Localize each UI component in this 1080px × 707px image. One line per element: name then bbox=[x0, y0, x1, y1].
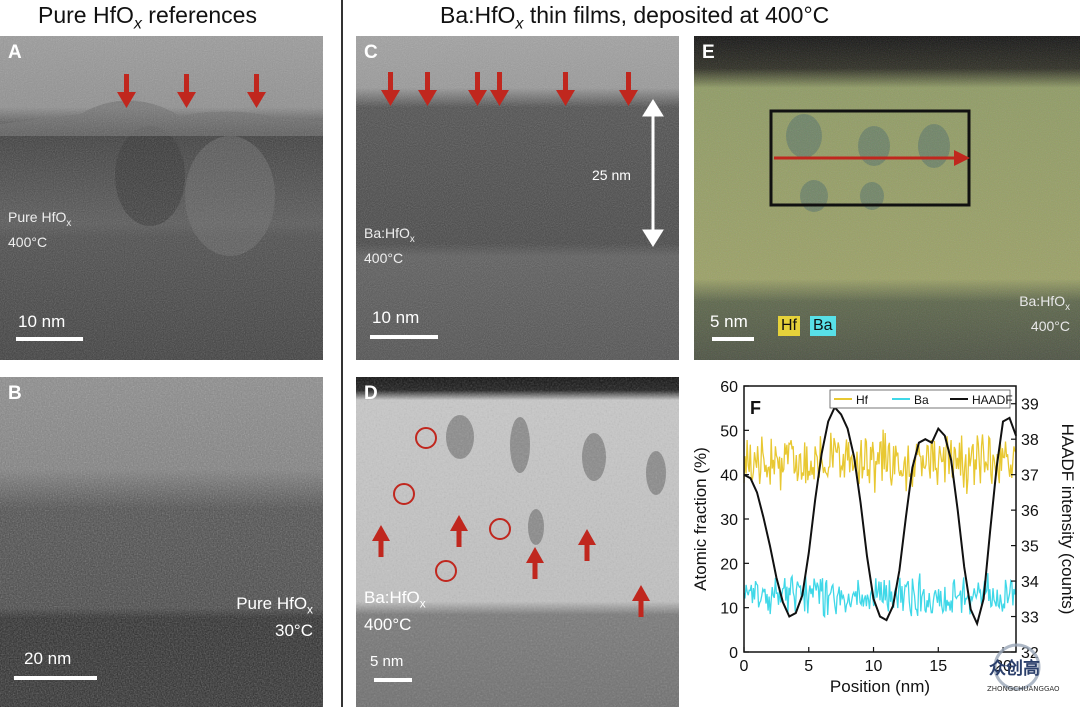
panel-c-label: C bbox=[364, 42, 378, 63]
x-tick-label: 0 bbox=[740, 658, 749, 675]
panel-d-scalebar bbox=[374, 678, 412, 682]
panel-c-micrograph bbox=[356, 36, 679, 360]
x-tick-label: 5 bbox=[804, 658, 813, 675]
y-left-tick-label: 30 bbox=[720, 512, 738, 529]
y-left-tick-label: 50 bbox=[720, 423, 738, 440]
y-right-tick-label: 37 bbox=[1021, 468, 1039, 485]
series-hf-line bbox=[743, 429, 1017, 494]
y-right-tick-label: 39 bbox=[1021, 397, 1039, 414]
y-right-tick-label: 35 bbox=[1021, 539, 1039, 556]
panel-c-caption: Ba:HfOx 400°C bbox=[364, 225, 415, 266]
panel-d: D Ba:HfOx 400°C 5 nm bbox=[356, 377, 679, 707]
watermark-text: ZHONGCHUANGGAO bbox=[987, 685, 1060, 693]
panel-a-scale-label: 10 nm bbox=[18, 312, 66, 331]
panel-e-scale-label: 5 nm bbox=[710, 312, 748, 331]
series-ba-line bbox=[743, 573, 1017, 619]
panel-b: B Pure HfOx 30°C 20 nm bbox=[0, 377, 323, 707]
x-tick-label: 15 bbox=[929, 658, 947, 675]
panel-b-caption: Pure HfOx 30°C bbox=[236, 594, 313, 641]
panel-a-micrograph bbox=[0, 36, 323, 360]
panel-f-label: F bbox=[750, 398, 761, 418]
panel-d-scale-label: 5 nm bbox=[370, 653, 404, 670]
panel-a-arrows bbox=[117, 74, 266, 108]
plot-frame bbox=[743, 385, 1017, 653]
y-left-tick-label: 0 bbox=[729, 645, 738, 662]
y-right-tick-label: 33 bbox=[1021, 610, 1039, 627]
panel-a: A Pure HfOx 400°C 10 nm bbox=[0, 36, 323, 360]
watermark-logo: 众创高 ZHONGCHUANGGAO bbox=[987, 643, 1060, 693]
panel-e: E Ba:HfOx 400°C 5 nm Hf Ba bbox=[694, 36, 1080, 360]
panel-e-label: E bbox=[702, 42, 715, 63]
left-column-title: Pure HfOx references bbox=[38, 2, 257, 33]
panel-e-caption: Ba:HfOx 400°C bbox=[1019, 293, 1070, 334]
y-left-axis-label: Atomic fraction (%) bbox=[691, 447, 710, 591]
legend-label-ba: Ba bbox=[914, 393, 929, 407]
panel-d-annotations bbox=[372, 427, 650, 617]
panel-b-scalebar bbox=[14, 676, 97, 680]
panel-b-micrograph bbox=[0, 377, 323, 707]
svg-text:众创高: 众创高 bbox=[989, 658, 1040, 679]
y-right-tick-label: 36 bbox=[1021, 503, 1039, 520]
panel-d-caption: Ba:HfOx 400°C bbox=[364, 588, 426, 635]
legend-box bbox=[829, 389, 1011, 409]
y-left-tick-label: 10 bbox=[720, 601, 738, 618]
legend-label-hf: Hf bbox=[856, 393, 869, 407]
panel-e-scalebar bbox=[712, 337, 754, 341]
panel-c-thickness: 25 nm bbox=[592, 167, 631, 183]
y-right-tick-label: 34 bbox=[1021, 574, 1039, 591]
legend-ba-tag: Ba bbox=[810, 316, 836, 336]
panel-a-label: A bbox=[8, 42, 22, 63]
y-left-tick-label: 20 bbox=[720, 556, 738, 573]
y-right-tick-label: 32 bbox=[1021, 645, 1039, 662]
series-haadf-line bbox=[743, 405, 1017, 627]
y-right-axis-label: HAADF intensity (counts) bbox=[1058, 424, 1077, 615]
panel-b-label: B bbox=[8, 383, 22, 404]
legend-hf-tag: Hf bbox=[778, 316, 800, 336]
x-axis-label: Position (nm) bbox=[830, 677, 930, 696]
panel-c-scale-label: 10 nm bbox=[372, 308, 420, 327]
right-column-title: Ba:HfOx thin films, deposited at 400°C bbox=[440, 2, 830, 33]
panel-c-scalebar bbox=[370, 335, 438, 339]
panel-d-micrograph bbox=[356, 377, 679, 707]
panel-a-scalebar bbox=[16, 337, 83, 341]
panel-f-line-chart: 0 5 10 15 20 0 10 20 30 40 50 60 32 33 34 35 36 37 38 39 Pos… bbox=[691, 379, 1077, 696]
y-left-tick-label: 60 bbox=[720, 379, 738, 396]
panel-c-annotations bbox=[381, 72, 664, 247]
y-right-tick-label: 38 bbox=[1021, 432, 1039, 449]
column-divider bbox=[341, 0, 343, 707]
x-tick-label: 20 bbox=[994, 658, 1012, 675]
panel-a-caption: Pure HfOx 400°C bbox=[8, 209, 72, 250]
y-left-tick-label: 40 bbox=[720, 468, 738, 485]
x-tick-label: 10 bbox=[865, 658, 883, 675]
legend-label-haadf: HAADF bbox=[972, 393, 1013, 407]
panel-e-annotations bbox=[769, 109, 971, 207]
panel-d-label: D bbox=[364, 383, 378, 404]
panel-b-scale-label: 20 nm bbox=[24, 649, 72, 668]
panel-e-eds-map bbox=[694, 36, 1080, 360]
panel-c: C 25 nm Ba:HfOx 400°C 10 nm bbox=[356, 36, 679, 360]
